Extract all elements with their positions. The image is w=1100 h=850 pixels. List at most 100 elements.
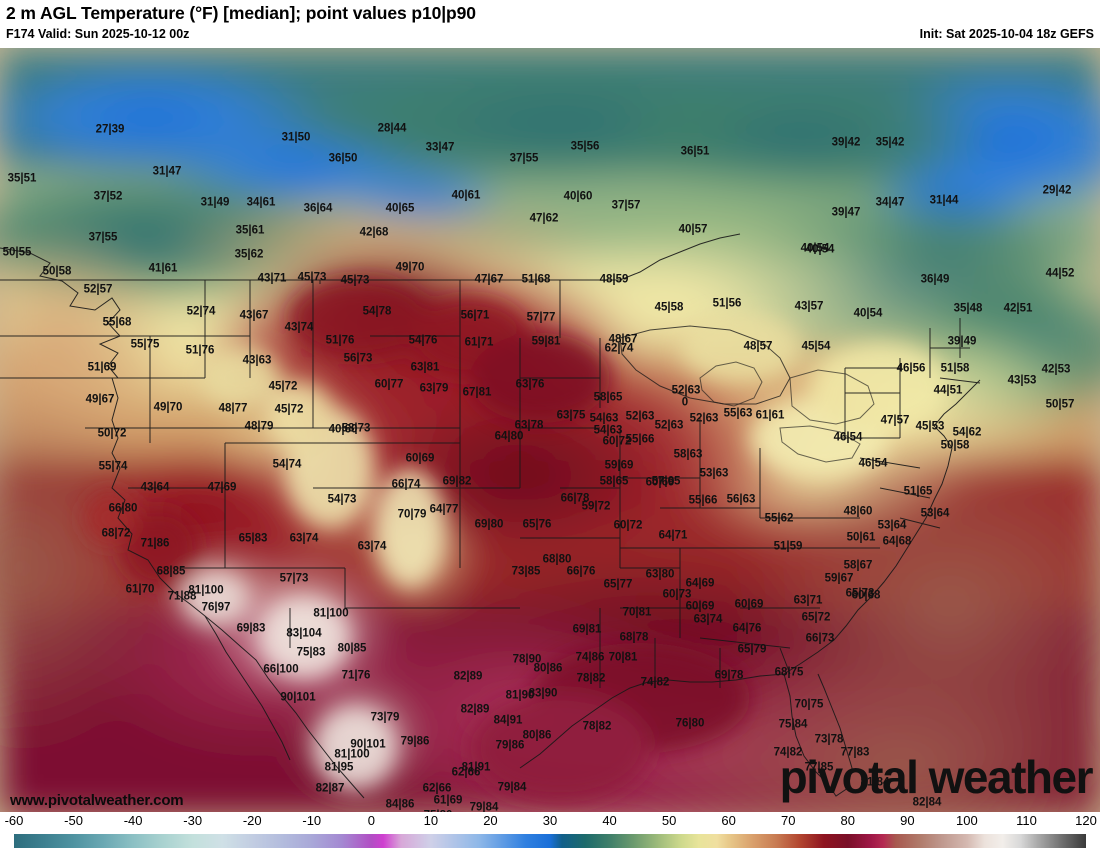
colorbar-tick-label: 60 [721, 813, 736, 828]
point-value-label: 52|63 [671, 384, 701, 397]
point-value-label: 60|69 [734, 598, 764, 611]
point-value-label: 74|86 [575, 651, 605, 664]
point-value-label: 40|61 [451, 189, 481, 202]
point-value-label: 37|55 [509, 152, 539, 165]
point-value-label: 45|53 [915, 420, 945, 433]
point-value-label: 90|101 [350, 738, 386, 751]
point-value-label: 36|51 [680, 145, 710, 158]
point-value-label: 68|78 [619, 631, 649, 644]
point-value-label: 81|91 [461, 761, 491, 774]
point-value-label: 63|78 [514, 419, 544, 432]
point-value-label: 65|77 [603, 578, 633, 591]
colorbar-tick-label: -30 [183, 813, 203, 828]
point-value-label: 58|67 [843, 559, 873, 572]
point-value-label: 61|70 [125, 583, 155, 596]
temperature-field [0, 48, 1100, 812]
map-boundaries [0, 233, 981, 799]
point-value-label: 68|85 [156, 565, 186, 578]
point-value-label: 48|57 [743, 340, 773, 353]
point-value-label: 49|70 [395, 261, 425, 274]
point-value-label: 48|59 [599, 273, 629, 286]
point-value-layer: 27|39 35|51 37|52 31|47 31|49 34|61 37|55 35|61… [0, 48, 1100, 812]
point-value-label: 69|82 [442, 475, 472, 488]
point-value-label: 59|81 [531, 335, 561, 348]
point-value-label: 55|63 [723, 407, 753, 420]
point-value-label: 71|86 [140, 537, 170, 550]
point-value-label: 63|80 [645, 568, 675, 581]
point-value-label: 60|69 [645, 476, 675, 489]
point-value-label: 65|76 [522, 518, 552, 531]
point-value-label: 78|82 [576, 672, 606, 685]
point-value-label: 60|69 [405, 452, 435, 465]
point-value-label: 83|104 [286, 627, 322, 640]
point-value-label: 73|78 [814, 733, 844, 746]
point-value-label: 46|54 [833, 431, 863, 444]
point-value-label: 64|76 [732, 622, 762, 635]
map-canvas[interactable]: 27|39 35|51 37|52 31|47 31|49 34|61 37|55 35|61… [0, 48, 1100, 812]
point-value-label: 90|101 [280, 691, 316, 704]
point-value-label: 76|97 [201, 601, 231, 614]
point-value-label: 52|63 [689, 412, 719, 425]
point-value-label: 79|84 [469, 801, 499, 812]
colorbar-tick-label: 20 [483, 813, 498, 828]
point-value-label: 54|78 [362, 305, 392, 318]
point-value-label: 81|90 [505, 689, 535, 702]
point-value-label: 37|52 [93, 190, 123, 203]
point-value-label: 68|80 [542, 553, 572, 566]
point-value-label: 57|77 [526, 311, 556, 324]
point-value-label: 62|66 [422, 782, 452, 795]
point-value-label: 78|90 [512, 653, 542, 666]
point-value-label: 63|74 [289, 532, 319, 545]
point-value-label: 37|57 [611, 199, 641, 212]
point-value-label: 66|78 [560, 492, 590, 505]
point-value-label: 82|87 [315, 782, 345, 795]
point-value-label: 75|83 [296, 646, 326, 659]
point-value-label: 40|65 [385, 202, 415, 215]
point-value-label: 76|80 [675, 717, 705, 730]
colorbar-tick-label: 50 [661, 813, 677, 828]
point-value-label: 31|49 [200, 196, 230, 209]
point-value-label: 31|50 [281, 131, 311, 144]
point-value-label: 50|61 [846, 531, 876, 544]
point-value-label: 66|76 [566, 565, 596, 578]
point-value-label: 41|61 [148, 262, 178, 275]
point-value-label: 63|75 [556, 409, 586, 422]
brand-watermark: pivotal weather [779, 751, 1094, 803]
point-value-label: 47|62 [529, 212, 559, 225]
point-value-label: 80|86 [522, 729, 552, 742]
colorbar-tick-label: -60 [4, 813, 24, 828]
point-value-label: 45|58 [654, 301, 684, 314]
point-value-label: 48|60 [843, 505, 873, 518]
point-value-label: 82|89 [453, 670, 483, 683]
point-value-label: 63|74 [357, 540, 387, 553]
point-value-label: 0 [681, 396, 689, 409]
point-value-label: 45|73 [297, 271, 327, 284]
colorbar-tick-label: 100 [956, 813, 978, 828]
colorbar-tick-label: 80 [840, 813, 855, 828]
point-value-label: 70|79 [397, 508, 427, 521]
point-value-label: 43|74 [284, 321, 314, 334]
colorbar-tick-label: -10 [302, 813, 322, 828]
point-value-label: 52|63 [625, 410, 655, 423]
point-value-label: 81|95 [324, 761, 354, 774]
colorbar-tick-label: -50 [64, 813, 83, 828]
site-url-watermark: www.pivotalweather.com [10, 792, 184, 809]
point-value-label: 29|42 [1042, 184, 1072, 197]
point-value-label: 77|85 [804, 761, 834, 774]
point-value-label: 62|66 [451, 766, 481, 779]
point-value-label: 51|58 [940, 362, 970, 375]
point-value-label: 34|47 [875, 196, 905, 209]
point-value-label: 58|65 [593, 391, 623, 404]
point-value-label: 79|84 [497, 781, 527, 794]
colorbar-gradient[interactable] [14, 834, 1086, 848]
point-value-label: 40|54 [805, 243, 835, 256]
point-value-label: 73|85 [511, 565, 541, 578]
point-value-label: 39|49 [947, 335, 977, 348]
point-value-label: 45|73 [340, 274, 370, 287]
colorbar-tick-label: 70 [780, 813, 796, 828]
point-value-label: 50|58 [42, 265, 72, 278]
point-value-label: 54|73 [327, 493, 357, 506]
point-value-label: 43|53 [1007, 374, 1037, 387]
point-value-label: 63|81 [410, 361, 440, 374]
point-value-label: 47|57 [880, 414, 910, 427]
